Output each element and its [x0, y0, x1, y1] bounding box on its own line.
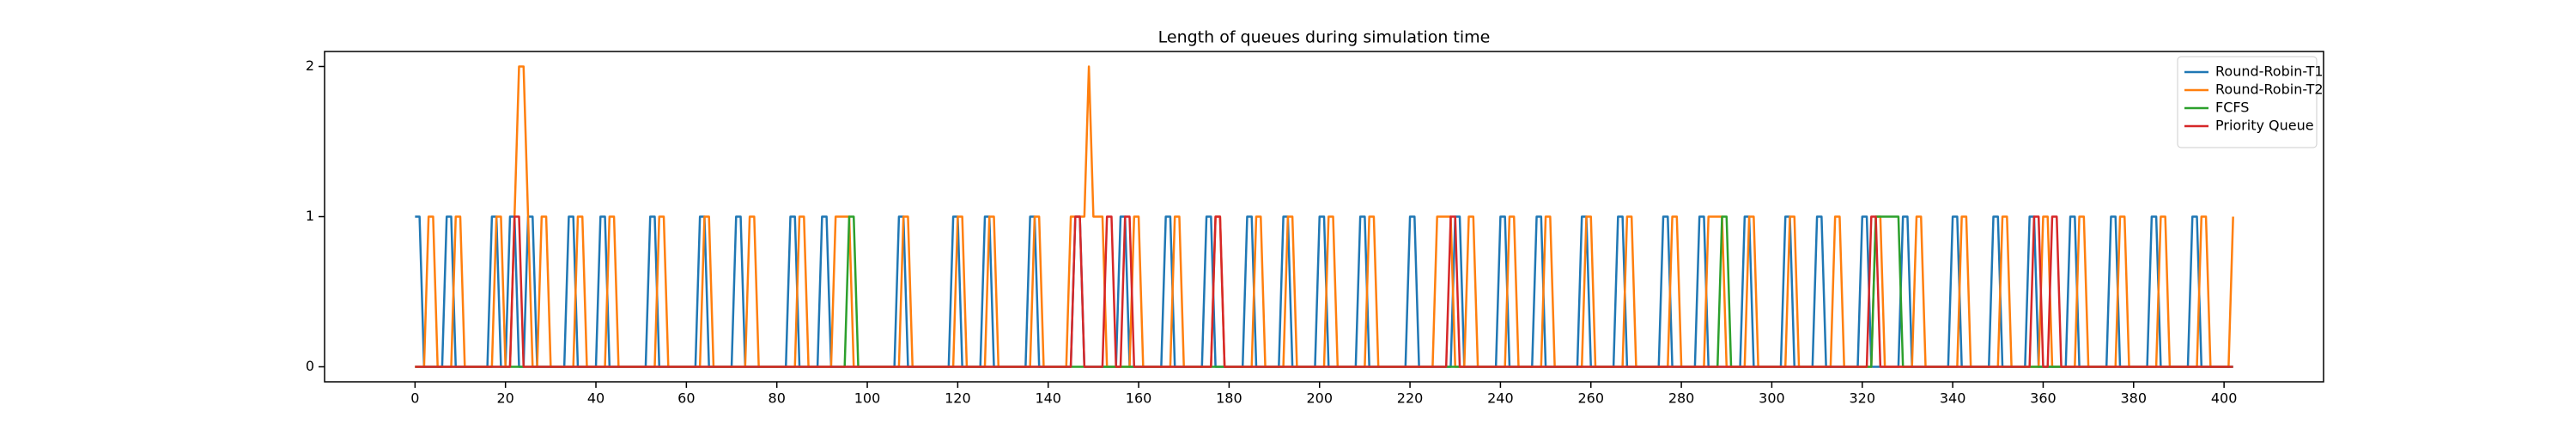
x-tick-label: 340 — [1940, 390, 1966, 407]
x-tick-label: 200 — [1306, 390, 1333, 407]
x-tick-label: 220 — [1397, 390, 1424, 407]
x-tick-label: 360 — [2030, 390, 2057, 407]
x-tick-label: 100 — [854, 390, 881, 407]
y-tick-label: 2 — [306, 57, 314, 74]
x-tick-label: 180 — [1216, 390, 1242, 407]
x-tick-label: 40 — [587, 390, 605, 407]
y-tick-label: 1 — [306, 208, 314, 224]
series-line — [415, 215, 2233, 368]
series-line — [415, 215, 2233, 368]
x-tick-label: 280 — [1668, 390, 1695, 407]
x-tick-label: 20 — [496, 390, 513, 407]
x-tick-label: 120 — [945, 390, 971, 407]
x-tick-label: 400 — [2211, 390, 2238, 407]
legend-label: Round-Robin-T2 — [2215, 82, 2324, 98]
series-line — [415, 215, 2233, 368]
x-tick-label: 240 — [1487, 390, 1514, 407]
chart-title: Length of queues during simulation time — [1158, 28, 1491, 47]
x-tick-label: 300 — [1759, 390, 1785, 407]
y-tick-label: 0 — [306, 358, 314, 374]
x-tick-label: 80 — [769, 390, 786, 407]
legend-box — [2177, 56, 2318, 148]
x-tick-label: 140 — [1035, 390, 1061, 407]
plot-frame — [324, 51, 2324, 383]
legend-label: Priority Queue — [2215, 118, 2314, 134]
legend-label: Round-Robin-T1 — [2215, 63, 2324, 80]
x-tick-label: 380 — [2121, 390, 2148, 407]
x-tick-label: 0 — [410, 390, 419, 407]
legend-label: FCFS — [2215, 100, 2249, 116]
x-tick-label: 320 — [1849, 390, 1875, 407]
x-tick-label: 60 — [677, 390, 695, 407]
x-tick-label: 260 — [1577, 390, 1604, 407]
x-tick-label: 160 — [1126, 390, 1152, 407]
